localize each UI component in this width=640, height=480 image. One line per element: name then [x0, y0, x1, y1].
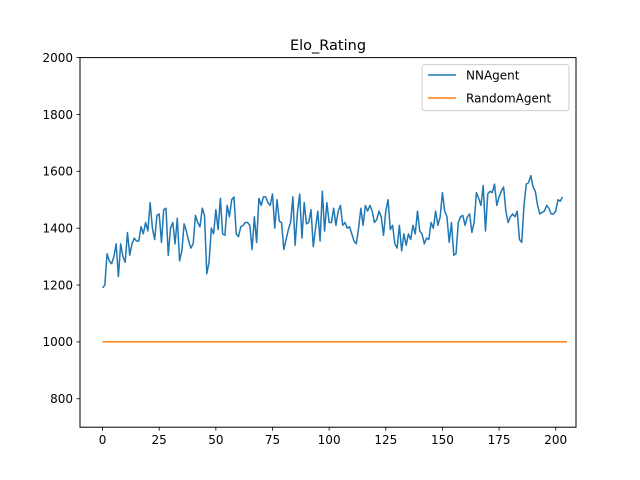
- y-axis: 800 1000 1200 1400 1600 1800 2000: [42, 51, 80, 406]
- x-tick-label: 0: [99, 433, 107, 447]
- y-tick-label: 1600: [42, 165, 73, 179]
- x-axis: 0 25 50 75 100 125 150 175 200: [99, 427, 567, 447]
- axes-frame: [79, 57, 577, 428]
- x-tick-label: 75: [265, 433, 280, 447]
- x-tick-label: 150: [431, 433, 454, 447]
- y-tick-label: 1400: [42, 221, 73, 235]
- series-line-nnagent: [101, 174, 564, 289]
- legend: NNAgent RandomAgent: [421, 64, 570, 112]
- y-tick-label: 2000: [42, 51, 73, 65]
- x-tick-label: 175: [488, 433, 511, 447]
- x-tick-label: 200: [544, 433, 567, 447]
- y-tick-label: 1000: [42, 335, 73, 349]
- chart-title: Elo_Rating: [290, 38, 366, 54]
- x-tick-label: 100: [318, 433, 341, 447]
- legend-box: [421, 64, 570, 112]
- x-tick-label: 125: [374, 433, 397, 447]
- legend-label-nnagent: NNAgent: [466, 69, 520, 83]
- y-tick-label: 1200: [42, 278, 73, 292]
- x-tick-label: 25: [152, 433, 167, 447]
- plot-lines: [101, 174, 568, 343]
- legend-label-randomagent: RandomAgent: [466, 92, 551, 106]
- y-tick-label: 800: [50, 392, 73, 406]
- x-tick-label: 50: [208, 433, 223, 447]
- y-tick-label: 1800: [42, 108, 73, 122]
